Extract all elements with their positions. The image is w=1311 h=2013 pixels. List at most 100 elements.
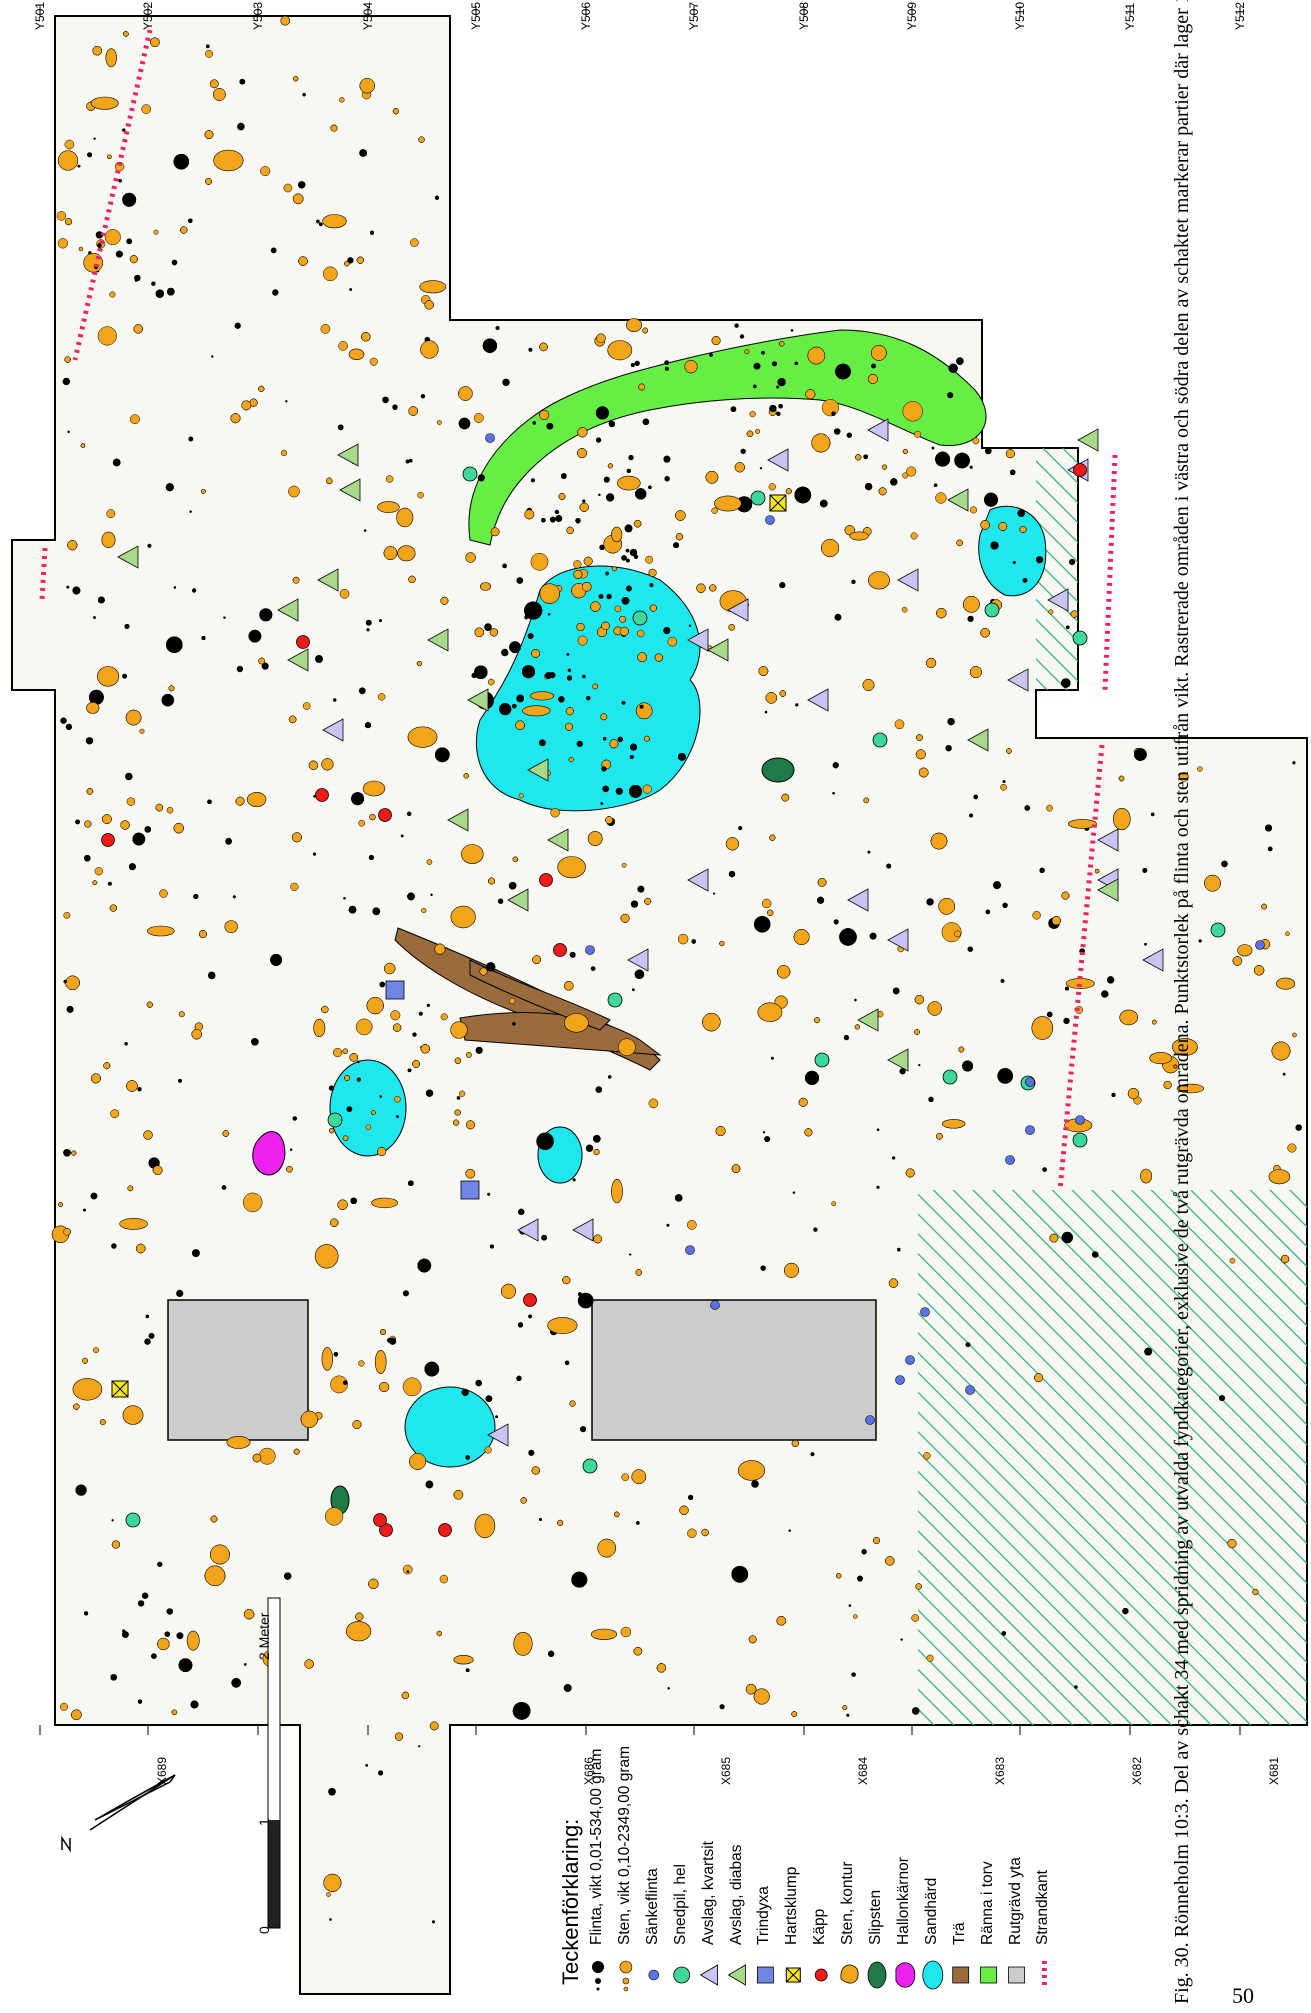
- flint-find: [626, 468, 631, 473]
- stone-find: [426, 859, 433, 865]
- quartzite-flake-icon: [687, 628, 709, 652]
- arrowhead-icon: [750, 490, 766, 506]
- flint-find: [794, 486, 812, 504]
- stone-find: [902, 401, 923, 422]
- legend-label: Strandkant: [1034, 1870, 1052, 1945]
- stone-find: [424, 300, 434, 310]
- flint-find: [993, 881, 1001, 889]
- legend-channel-icon: [980, 1966, 997, 1984]
- flint-find: [148, 1332, 155, 1339]
- stone-contour: [1031, 1016, 1054, 1040]
- stone-find: [291, 832, 302, 843]
- stone-find: [292, 76, 299, 82]
- stone-find: [1252, 1588, 1259, 1596]
- stone-find: [479, 967, 488, 976]
- stone-find: [1070, 610, 1078, 618]
- stone-find: [557, 1519, 564, 1526]
- flint-find: [1017, 509, 1025, 518]
- stone-contour: [557, 856, 586, 879]
- stone-find: [63, 1228, 71, 1236]
- stone-find: [531, 649, 540, 658]
- wood-3: [469, 959, 611, 1031]
- flint-find: [598, 493, 601, 496]
- stone-find: [402, 1377, 422, 1397]
- stone-find: [902, 448, 908, 455]
- stone-find: [631, 1469, 647, 1485]
- stone-find: [577, 448, 587, 459]
- stone-find: [769, 834, 776, 841]
- stone-find: [746, 430, 754, 438]
- stone-find: [654, 653, 663, 662]
- stone-find: [436, 420, 442, 425]
- sinker-flint-icon: [1005, 1155, 1015, 1165]
- flint-find: [84, 1611, 89, 1616]
- flint-find: [178, 1658, 193, 1672]
- stone-find: [135, 1243, 146, 1254]
- flint-find: [1091, 1251, 1099, 1258]
- flint-find: [1111, 1092, 1116, 1097]
- stone-find: [56, 211, 67, 221]
- flint-find: [900, 1638, 903, 1641]
- flint-find: [642, 418, 650, 425]
- flint-find: [63, 979, 67, 984]
- flint-find: [673, 542, 679, 549]
- stone-find: [298, 256, 308, 266]
- flint-find: [832, 792, 835, 795]
- sinker-flint-icon: [585, 945, 595, 955]
- y-tick-label: Y512: [1233, 1, 1247, 30]
- flint-find: [512, 1022, 516, 1026]
- stone-find: [583, 556, 593, 566]
- stone-find: [910, 532, 918, 540]
- stick-icon: [315, 788, 329, 802]
- stone-contour: [1268, 1169, 1291, 1185]
- flint-find: [664, 476, 670, 482]
- flint-find: [734, 323, 739, 328]
- flint-find: [107, 881, 112, 886]
- stone-find: [57, 150, 79, 171]
- flint-find: [90, 1192, 98, 1200]
- stone-find: [1232, 956, 1243, 966]
- stick-icon: [523, 1293, 537, 1307]
- quartzite-flake-icon: [847, 888, 869, 912]
- stone-find: [355, 1018, 373, 1036]
- y-tick-label: Y505: [469, 1, 483, 30]
- stone-contour: [322, 214, 347, 229]
- stone-find: [252, 1453, 262, 1463]
- stone-contour: [397, 545, 416, 562]
- stone-find: [283, 183, 293, 193]
- quartzite-flake-icon: [1007, 668, 1029, 692]
- stone-find: [243, 1609, 255, 1620]
- flint-find: [176, 1632, 184, 1640]
- stone-find: [709, 584, 717, 592]
- legend-title: Teckenförklaring:: [558, 1818, 583, 1985]
- flint-find: [508, 882, 517, 890]
- stone-find: [321, 758, 334, 771]
- flint-find: [831, 411, 836, 416]
- flint-find: [965, 1342, 971, 1347]
- resin-lump-cross: [769, 494, 787, 512]
- sinker-flint-icon: [710, 1300, 720, 1310]
- legend-label: Trindyxa: [755, 1886, 773, 1945]
- stone-find: [280, 15, 290, 26]
- flint-find: [95, 231, 104, 239]
- flint-find: [632, 988, 635, 991]
- diabase-flake-icon: [547, 828, 569, 852]
- stone-find: [915, 749, 926, 760]
- stone-find: [902, 472, 909, 479]
- flint-find: [349, 288, 353, 291]
- flint-find: [1221, 860, 1228, 868]
- stone-contour: [348, 348, 365, 360]
- stone-find: [97, 326, 117, 346]
- raspberry-seeds: [252, 1131, 286, 1176]
- flint-find: [407, 1068, 412, 1073]
- x-tick-label: X684: [856, 1756, 870, 1785]
- legend-label: Snedpil, hel: [671, 1863, 689, 1945]
- flint-find: [634, 969, 645, 979]
- diabase-flake-icon: [527, 758, 549, 782]
- legend-stone-icon: [622, 1977, 630, 1985]
- flint-find: [363, 529, 367, 532]
- flint-find: [776, 385, 780, 389]
- flint-find: [356, 1077, 361, 1082]
- flint-find: [792, 1191, 796, 1194]
- flint-find: [97, 243, 102, 248]
